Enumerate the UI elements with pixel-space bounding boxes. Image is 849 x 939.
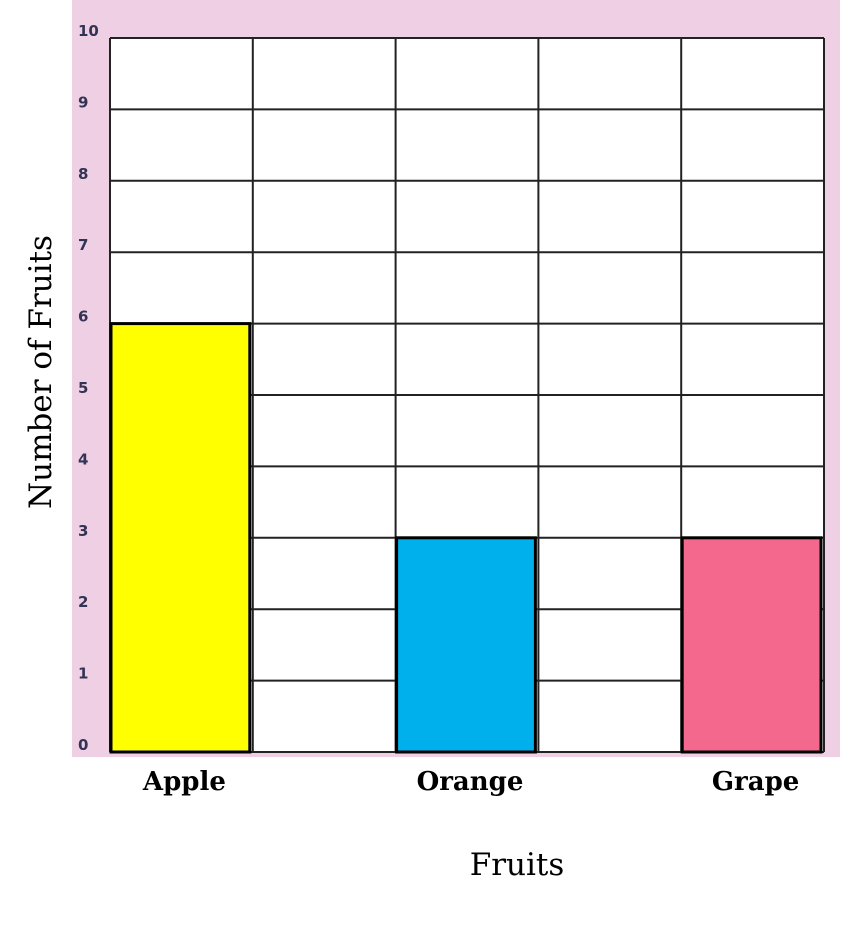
x-axis-title: Fruits bbox=[470, 847, 565, 883]
y-tick-label: 5 bbox=[78, 379, 88, 397]
bar-apple bbox=[109, 322, 252, 754]
x-tick-label: Apple bbox=[142, 767, 226, 797]
x-tick-label: Grape bbox=[712, 767, 799, 797]
bar-grape bbox=[680, 536, 823, 754]
y-tick-label: 9 bbox=[78, 93, 88, 111]
y-tick-label: 3 bbox=[78, 522, 88, 540]
x-tick-label: Orange bbox=[417, 767, 524, 797]
bars bbox=[109, 322, 823, 754]
x-axis-labels: Apple Orange Grape bbox=[142, 767, 799, 797]
y-tick-label: 4 bbox=[78, 450, 88, 468]
y-tick-label: 2 bbox=[78, 593, 88, 611]
y-tick-label: 8 bbox=[78, 165, 88, 183]
y-tick-label: 6 bbox=[78, 308, 88, 326]
y-axis-ticks: 0 1 2 3 4 5 6 7 8 9 10 bbox=[78, 22, 99, 754]
y-tick-label: 7 bbox=[78, 236, 88, 254]
y-axis-title: Number of Fruits bbox=[23, 235, 59, 509]
y-tick-label: 0 bbox=[78, 736, 88, 754]
y-tick-label: 10 bbox=[78, 22, 99, 40]
y-tick-label: 1 bbox=[78, 665, 88, 683]
bar-orange bbox=[395, 536, 537, 754]
